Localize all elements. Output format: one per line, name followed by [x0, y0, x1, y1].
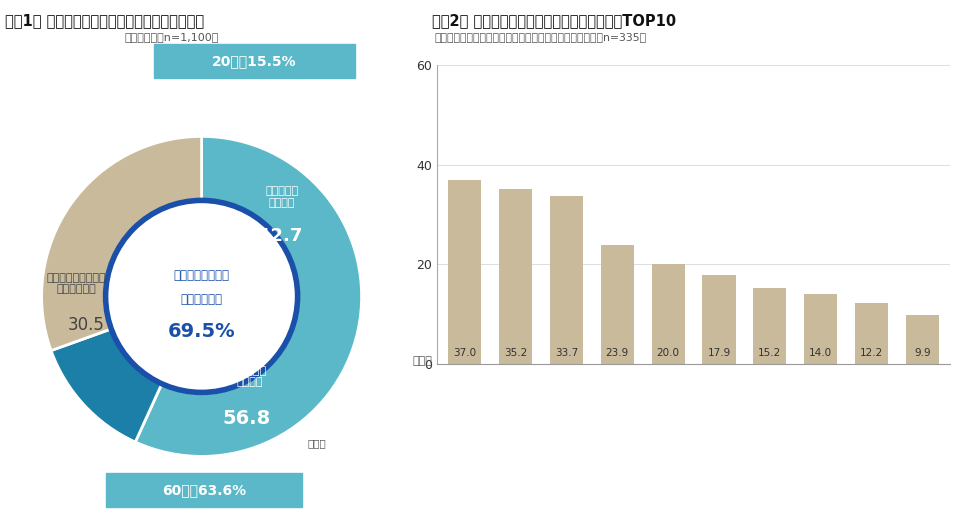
Text: 12.7: 12.7 [259, 227, 303, 244]
Text: 37.0: 37.0 [453, 348, 476, 358]
Wedge shape [51, 329, 162, 442]
Text: （単一回答　n=1,100）: （単一回答 n=1,100） [125, 32, 219, 42]
Text: 12.2: 12.2 [860, 348, 883, 358]
Text: 海外旅行に
行きたい: 海外旅行に 行きたい [265, 186, 299, 208]
Text: 17.9: 17.9 [708, 348, 731, 358]
Text: 69.5%: 69.5% [168, 322, 235, 341]
Text: 行きたい・計: 行きたい・計 [180, 293, 223, 306]
Text: 30.5: 30.5 [68, 316, 105, 334]
Text: 20代、15.5%: 20代、15.5% [212, 55, 297, 68]
Text: （％）: （％） [412, 356, 432, 367]
Text: 14.0: 14.0 [809, 348, 832, 358]
Text: ＜図2＞ 泊りがけの旅行に行きたくない理由　TOP10: ＜図2＞ 泊りがけの旅行に行きたくない理由 TOP10 [432, 13, 676, 28]
Text: 泊りがけの旅行に: 泊りがけの旅行に [174, 269, 229, 282]
Text: 33.7: 33.7 [555, 348, 578, 358]
Bar [855, 303, 888, 364]
Text: ＜図1＞ 今年の夏、泊りがけの旅行に行きたいか: ＜図1＞ 今年の夏、泊りがけの旅行に行きたいか [5, 13, 204, 28]
Text: 15.2: 15.2 [758, 348, 781, 358]
Text: 56.8: 56.8 [223, 409, 271, 427]
Text: 泊りがけの旅行には
行きたくない: 泊りがけの旅行には 行きたくない [47, 273, 107, 294]
Bar [754, 288, 786, 364]
Wedge shape [41, 136, 202, 350]
Bar [499, 189, 532, 364]
Bar [804, 294, 837, 364]
Text: 23.9: 23.9 [606, 348, 629, 358]
Bar [703, 275, 735, 364]
Text: （複数回答　泊りがけの旅行にはいきたくない人ベース　n=335）: （複数回答 泊りがけの旅行にはいきたくない人ベース n=335） [435, 32, 647, 42]
Bar [906, 315, 939, 364]
Text: （％）: （％） [307, 438, 326, 449]
Text: 35.2: 35.2 [504, 348, 527, 358]
Bar [550, 196, 583, 364]
Bar [601, 245, 634, 364]
Text: 60代、63.6%: 60代、63.6% [162, 483, 247, 497]
Text: 9.9: 9.9 [914, 348, 931, 358]
Bar [652, 264, 684, 364]
Wedge shape [135, 136, 362, 457]
Text: 国内旅行に
行きたい: 国内旅行に 行きたい [233, 366, 266, 387]
Bar [448, 179, 481, 364]
Text: 20.0: 20.0 [657, 348, 680, 358]
